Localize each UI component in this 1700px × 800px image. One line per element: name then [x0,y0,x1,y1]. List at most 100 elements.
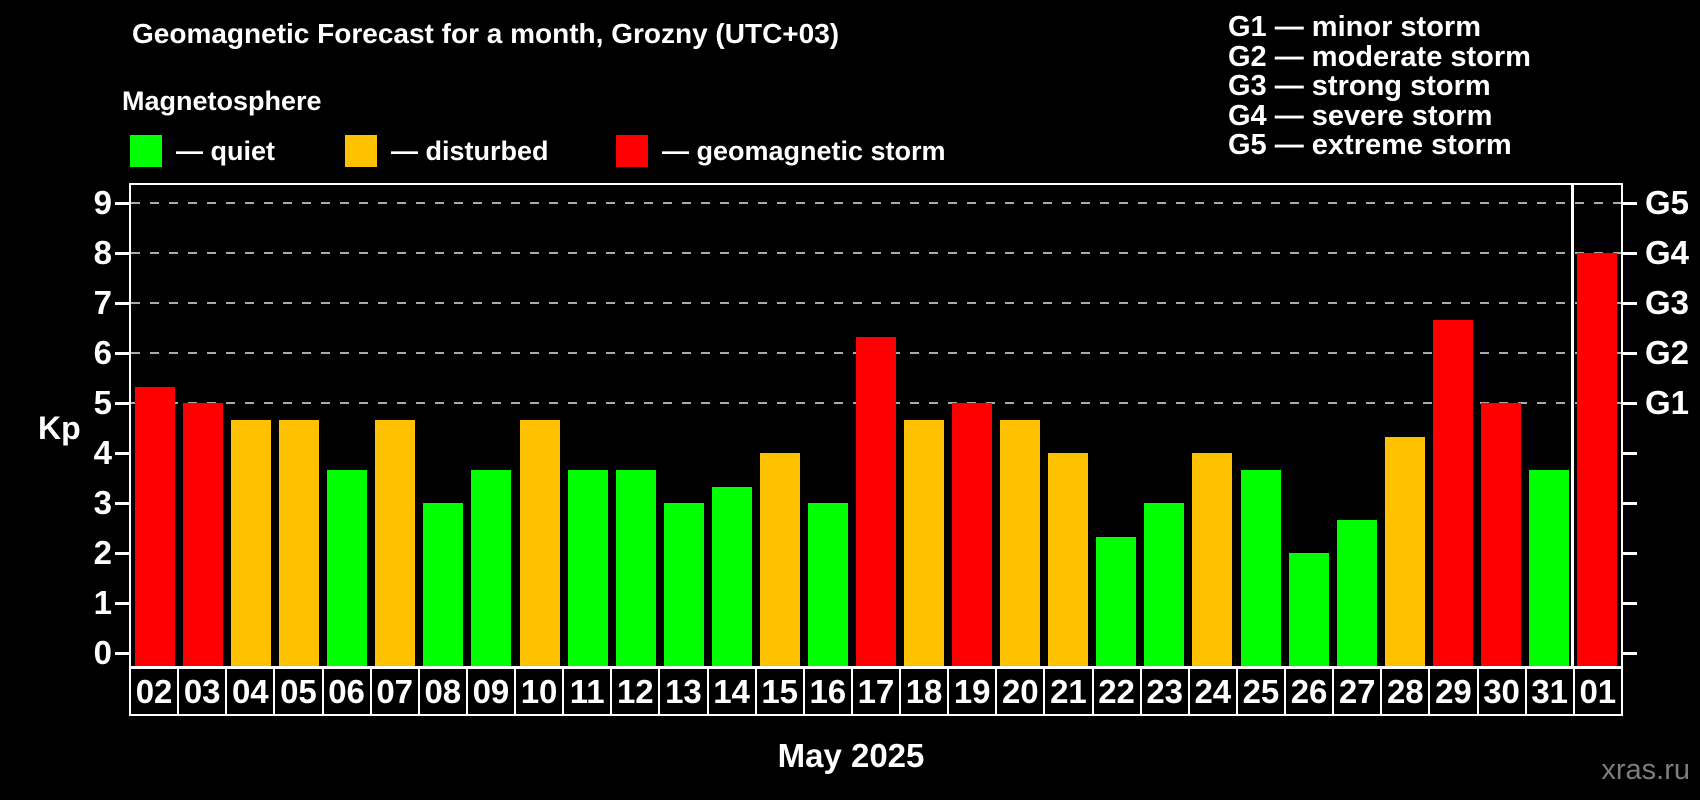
legend-label: — disturbed [391,135,549,166]
day-label-cell: 05 [273,669,321,714]
g-legend-line-4: G4 — severe storm [1228,99,1493,132]
bar [375,419,416,666]
y-axis-tick [115,451,129,455]
y-axis-tick [1623,301,1637,305]
bar [1528,469,1569,666]
day-label-cell: 08 [417,669,466,714]
day-label-cell: 01 [1572,669,1621,714]
day-label-cell: 20 [995,669,1043,714]
legend-swatch-quiet [130,135,162,167]
y-axis-tick [115,401,129,405]
y-axis-tick [1623,551,1637,555]
legend-label: — geomagnetic storm [662,135,946,166]
x-axis-day-labels: 02 03 04 05 06 07 08 09 10 11 12 13 14 15 16 17 18 19 20 21… [129,667,1623,716]
y-axis-tick [115,251,129,255]
day-label-cell: 03 [177,669,225,714]
magnetosphere-label: Magnetosphere [122,86,322,116]
bar [615,469,656,666]
bar [519,419,560,666]
day-label-cell: 25 [1235,669,1284,714]
day-label-cell: 13 [658,669,706,714]
day-label-cell: 16 [802,669,851,714]
day-label-cell: 11 [562,669,610,714]
day-label-cell: 29 [1428,669,1476,714]
day-label-cell: 14 [706,669,755,714]
y-axis-tick [115,351,129,355]
bar [1048,453,1089,666]
bar [471,469,512,666]
day-label-cell: 30 [1476,669,1525,714]
y-axis-tick-label: 0 [93,634,112,671]
watermark: xras.ru [1601,754,1690,786]
y-axis-tick [1623,251,1637,255]
gridline-kp9 [131,202,1621,204]
y-axis-tick [115,601,129,605]
bar [1192,453,1233,666]
y-axis-tick [1623,601,1637,605]
y-axis-tick [1623,351,1637,355]
x-axis-title: May 2025 [777,737,925,774]
y-axis-tick [1623,451,1637,455]
legend-item-storm: — geomagnetic storm [616,135,946,167]
y-axis-tick [115,501,129,505]
month-separator-line [1571,185,1575,666]
y-axis-tick-label: 7 [93,284,112,321]
day-label-cell: 24 [1187,669,1236,714]
bar [279,419,320,666]
chart-title: Geomagnetic Forecast for a month, Grozny… [132,18,840,49]
bar [807,503,848,666]
y-axis-tick-label: 9 [93,184,112,221]
day-label-cell: 18 [899,669,947,714]
day-label-cell: 02 [135,672,173,710]
plot-inner [131,185,1621,666]
legend-item-disturbed: — disturbed [345,135,549,167]
day-label-cell: 27 [1332,669,1380,714]
y-axis-tick [1623,651,1637,655]
gridline-kp8 [131,252,1621,254]
bar [231,419,272,666]
bar [1480,403,1521,666]
day-label-cell: 15 [754,669,803,714]
day-label-cell: 31 [1524,669,1573,714]
day-label-cell: 07 [369,669,418,714]
bar [1336,519,1377,666]
bar [711,486,752,666]
bar [183,403,224,666]
day-label-cell: 09 [465,669,514,714]
bar [135,386,176,666]
y-axis-tick [115,651,129,655]
bar [423,503,464,666]
bar [1384,436,1425,666]
y-axis-tick-label: 5 [93,384,112,421]
gridline-kp7 [131,302,1621,304]
y-axis-tick-label: 4 [93,434,112,471]
day-label-cell: 23 [1139,669,1188,714]
bar [1240,469,1281,666]
bar [952,403,993,666]
y-axis-tick [1623,501,1637,505]
g-legend-line-5: G5 — extreme storm [1228,129,1512,162]
g-scale-label-g4: G4 [1645,234,1690,271]
g-legend-line-3: G3 — strong storm [1228,70,1491,103]
plot-area [129,183,1623,668]
g-legend-line-1: G1 — minor storm [1228,11,1481,43]
legend-swatch-disturbed [345,135,377,167]
legend-label: — quiet [176,135,275,166]
day-label-cell: 17 [850,669,899,714]
bar [1144,503,1185,666]
g-scale-label-g2: G2 [1645,334,1690,371]
y-axis-tick [115,301,129,305]
y-axis-tick-label: 8 [93,234,112,271]
legend-item-quiet: — quiet [130,135,275,167]
day-label-cell: 04 [225,669,273,714]
g-legend-line-2: G2 — moderate storm [1228,40,1531,73]
day-label-cell: 19 [947,669,995,714]
y-axis-tick-label: 1 [93,584,112,621]
bar [856,336,896,666]
day-label-cell: 12 [610,669,658,714]
bar [1432,319,1473,666]
bar [1096,536,1137,666]
day-label-cell: 22 [1091,669,1140,714]
g-scale-label-g1: G1 [1645,384,1690,421]
